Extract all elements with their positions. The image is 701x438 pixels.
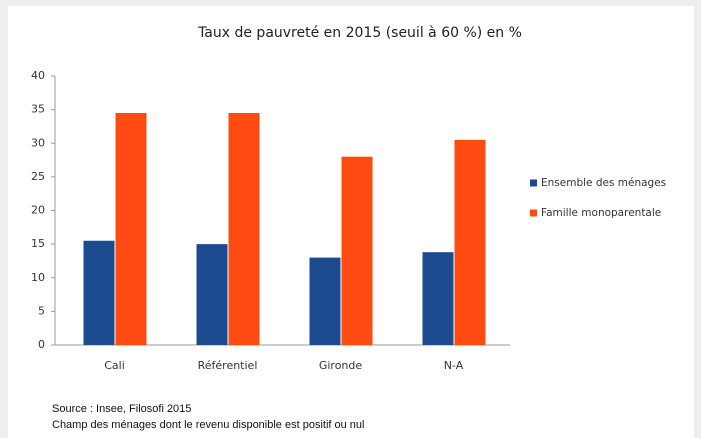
y-tick-label: 10 xyxy=(31,271,45,284)
chart-title: Taux de pauvreté en 2015 (seuil à 60 %) … xyxy=(197,25,522,41)
y-tick-label: 20 xyxy=(31,204,45,217)
bar xyxy=(422,252,454,345)
bar xyxy=(228,112,260,345)
legend-label: Famille monoparentale xyxy=(541,207,661,219)
y-tick-label: 30 xyxy=(31,136,45,149)
y-tick-label: 40 xyxy=(31,69,45,82)
bar xyxy=(309,257,341,345)
bar xyxy=(454,139,486,345)
x-tick-label: Gironde xyxy=(319,359,363,372)
bar xyxy=(196,244,228,345)
y-tick-label: 5 xyxy=(38,304,45,317)
y-tick-label: 35 xyxy=(31,103,45,116)
scope-note: Champ des ménages dont le revenu disponi… xyxy=(52,419,364,431)
legend-swatch xyxy=(530,209,537,217)
bar xyxy=(341,156,373,345)
x-tick-label: Cali xyxy=(104,359,125,372)
bar xyxy=(115,112,147,345)
x-tick-label: N-A xyxy=(444,359,464,372)
source-note: Source : Insee, Filosofi 2015 xyxy=(52,403,191,415)
bar xyxy=(83,240,115,345)
y-tick-label: 0 xyxy=(38,338,45,351)
y-tick-label: 25 xyxy=(31,170,45,183)
y-tick-label: 15 xyxy=(31,237,45,250)
legend-label: Ensemble des ménages xyxy=(541,177,666,189)
x-tick-label: Référentiel xyxy=(198,359,258,372)
legend-swatch xyxy=(530,179,537,187)
